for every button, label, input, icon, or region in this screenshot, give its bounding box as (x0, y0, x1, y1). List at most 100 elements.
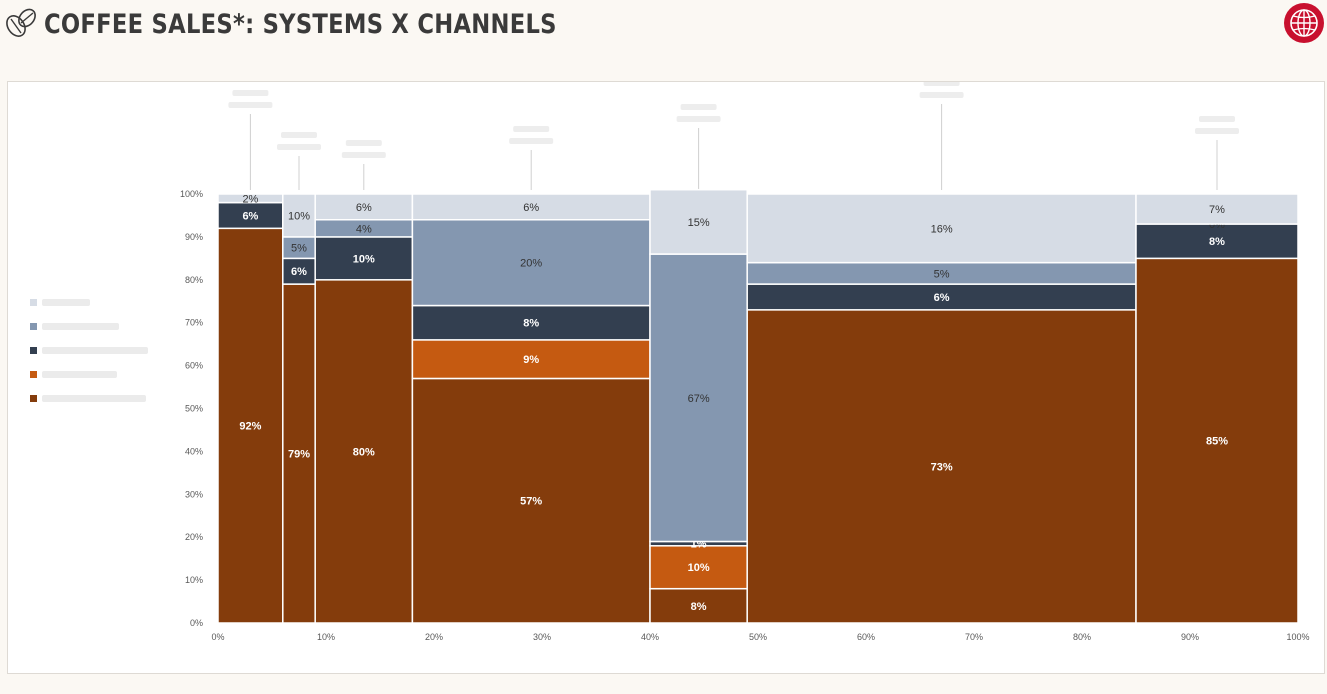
legend-marker (30, 323, 37, 330)
y-tick-label: 60% (185, 361, 203, 371)
x-tick-label: 30% (533, 632, 551, 642)
data-label: 10% (688, 562, 710, 574)
legend-entry-blurred (42, 299, 90, 306)
data-label: 2% (242, 193, 258, 205)
y-tick-label: 90% (185, 232, 203, 242)
data-label: 67% (688, 393, 710, 405)
data-label: 6% (291, 266, 307, 278)
data-label: 8% (691, 601, 707, 613)
data-label: 8% (1209, 236, 1225, 248)
legend-marker (30, 299, 37, 306)
x-tick-label: 70% (965, 632, 983, 642)
column-header-blurred (919, 92, 964, 98)
legend-marker (30, 347, 37, 354)
data-label: 5% (291, 243, 307, 255)
bar-segment (282, 257, 316, 285)
data-label: 10% (353, 253, 375, 265)
y-axis: 0% 10% 20% 30% 40% 50% 60% 70% 80% 90% 100% (180, 189, 203, 628)
y-tick-label: 0% (190, 618, 203, 628)
page-title: COFFEE SALES*: SYSTEMS X CHANNELS (44, 9, 557, 40)
marimekko-chart: 0% 10% 20% 30% 40% 50% 60% 70% 80% 90% 100% 0% 10% 2… (30, 82, 1310, 642)
x-tick-label: 50% (749, 632, 767, 642)
y-tick-label: 30% (185, 489, 203, 499)
bar-segment (411, 377, 651, 624)
y-tick-label: 70% (185, 318, 203, 328)
bar-segment (411, 218, 651, 307)
legend-entry-blurred (42, 347, 148, 354)
globe-icon[interactable] (1283, 2, 1325, 44)
legend-entry-blurred (42, 395, 146, 402)
data-label: 8% (523, 318, 539, 330)
legend-marker (30, 395, 37, 402)
x-tick-label: 60% (857, 632, 875, 642)
data-label: 20% (520, 258, 542, 270)
data-label: 6% (242, 210, 258, 222)
x-tick-label: 100% (1286, 632, 1309, 642)
bar-segment (1135, 223, 1299, 260)
chart-panel: 0% 10% 20% 30% 40% 50% 60% 70% 80% 90% 100% 0% 10% 2… (7, 81, 1325, 674)
data-label: 10% (288, 210, 310, 222)
data-label: 79% (288, 449, 310, 461)
bar-segment (649, 253, 748, 543)
legend-marker (30, 371, 37, 378)
column-header-blurred (341, 152, 386, 158)
column-header-blurred (277, 144, 321, 150)
y-tick-label: 40% (185, 446, 203, 456)
header: COFFEE SALES*: SYSTEMS X CHANNELS (0, 0, 1327, 60)
column-header-labels (228, 82, 1239, 190)
column-header-blurred (509, 138, 554, 144)
data-label: 6% (523, 202, 539, 214)
bar-segment (746, 309, 1137, 624)
data-label: 85% (1206, 436, 1228, 448)
x-tick-label: 0% (211, 632, 224, 642)
y-tick-label: 20% (185, 532, 203, 542)
data-label: 7% (1209, 204, 1225, 216)
legend-entry-blurred (42, 323, 119, 330)
x-tick-label: 20% (425, 632, 443, 642)
bar-segment (314, 279, 414, 624)
bar-segment (1135, 257, 1299, 624)
column-header-blurred (232, 90, 269, 96)
y-tick-label: 100% (180, 189, 203, 199)
column-header-blurred (676, 116, 721, 122)
y-tick-label: 80% (185, 275, 203, 285)
data-label: 80% (353, 446, 375, 458)
x-tick-label: 80% (1073, 632, 1091, 642)
data-label: 57% (520, 496, 542, 508)
bar-segment (649, 188, 748, 255)
bar-segment (217, 227, 284, 624)
column-header-blurred (1199, 116, 1235, 122)
x-tick-label: 90% (1181, 632, 1199, 642)
bar-segment (746, 193, 1137, 264)
y-tick-label: 50% (185, 404, 203, 414)
data-label: 5% (934, 268, 950, 280)
column-header-blurred (228, 102, 273, 108)
y-tick-label: 10% (185, 575, 203, 585)
legend-entry-blurred (42, 371, 117, 378)
plot-area: 92% 6% 2% 79% 6% 5% 10% 80% 10% 4% 6% 57% 9% 8% 20% 6% 8… (217, 188, 1299, 624)
x-axis: 0% 10% 20% 30% 40% 50% 60% 70% 80% 90% 100% (211, 632, 1309, 642)
data-label: 92% (239, 421, 261, 433)
column-header-blurred (345, 140, 382, 146)
x-tick-label: 40% (641, 632, 659, 642)
bar-segment (282, 193, 316, 238)
column-header-blurred (923, 82, 960, 86)
bar-segment (649, 545, 748, 590)
bar-segment (411, 304, 651, 341)
column-header-blurred (1195, 128, 1239, 134)
data-label: 73% (931, 461, 953, 473)
column-header-blurred (281, 132, 317, 138)
column-header-blurred (513, 126, 550, 132)
data-label: 15% (688, 217, 710, 229)
data-label: 4% (356, 223, 372, 235)
legend (30, 299, 148, 402)
column-header-blurred (680, 104, 717, 110)
data-label: 16% (931, 223, 953, 235)
bar-segment (411, 339, 651, 380)
data-label: 9% (523, 354, 539, 366)
bar-segment (1135, 193, 1299, 225)
data-label: 6% (356, 202, 372, 214)
data-label: 6% (934, 292, 950, 304)
coffee-bean-icon (6, 8, 36, 37)
x-tick-label: 10% (317, 632, 335, 642)
